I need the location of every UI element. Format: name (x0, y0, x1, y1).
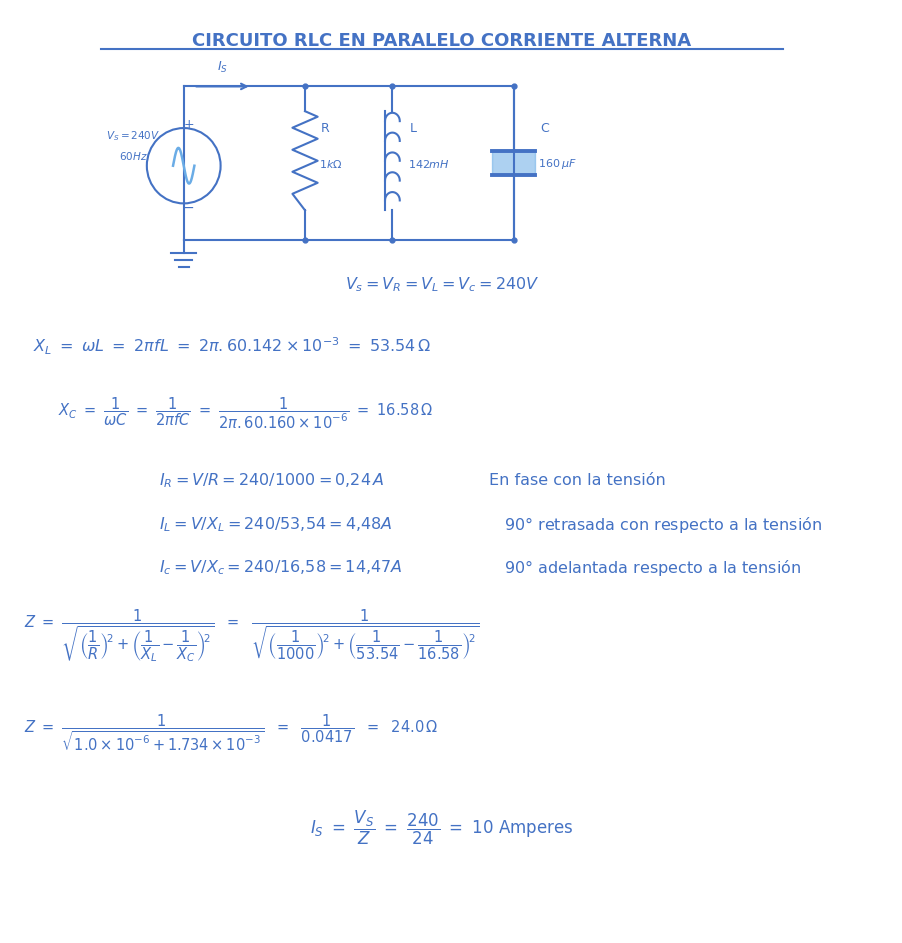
Text: $X_C \ = \ \dfrac{1}{\omega C} \ = \ \dfrac{1}{2\pi fC} \ = \ \dfrac{1}{2\pi .60: $X_C \ = \ \dfrac{1}{\omega C} \ = \ \df… (58, 396, 433, 431)
Text: C: C (540, 122, 548, 135)
Text: CIRCUITO RLC EN PARALELO CORRIENTE ALTERNA: CIRCUITO RLC EN PARALELO CORRIENTE ALTER… (192, 32, 692, 50)
Text: $X_L \ = \ \omega L \ = \ 2\pi fL \ = \ 2\pi .60.142\times10^{-3} \ = \ 53.54\,\: $X_L \ = \ \omega L \ = \ 2\pi fL \ = \ … (33, 336, 431, 356)
Text: $I_R = V/R = 240/1000 = 0{,}24\,A$: $I_R = V/R = 240/1000 = 0{,}24\,A$ (160, 472, 385, 490)
Text: $90°$ adelantada respecto a la tensión: $90°$ adelantada respecto a la tensión (504, 558, 801, 578)
Text: $160\,\mu F$: $160\,\mu F$ (538, 157, 576, 171)
Text: $1k\Omega$: $1k\Omega$ (318, 157, 342, 170)
Text: $Z \ = \ \dfrac{1}{\sqrt{1.0\times10^{-6} + 1.734\times10^{-3}}}$$\ \ = \ \ \dfr: $Z \ = \ \dfrac{1}{\sqrt{1.0\times10^{-6… (23, 713, 437, 753)
Text: $I_c = V / X_c = 240/16{,}58 = 14{,}47A$: $I_c = V / X_c = 240/16{,}58 = 14{,}47A$ (160, 559, 403, 577)
Text: +: + (183, 118, 194, 130)
Bar (492, 152, 535, 175)
Text: $90°$ retrasada con respecto a la tensión: $90°$ retrasada con respecto a la tensió… (504, 515, 822, 535)
Text: En fase con la tensión: En fase con la tensión (490, 473, 667, 488)
Text: $I_S$: $I_S$ (217, 59, 228, 74)
Text: −: − (183, 200, 195, 214)
Text: $I_L = V / X_L = 240 / 53{,}54 = 4{,}48A$: $I_L = V / X_L = 240 / 53{,}54 = 4{,}48A… (160, 515, 393, 534)
Text: $60Hz$: $60Hz$ (119, 150, 147, 162)
Text: R: R (320, 122, 329, 135)
Text: $V_S = 240V$: $V_S = 240V$ (106, 129, 161, 143)
Text: $142mH$: $142mH$ (408, 157, 450, 170)
Text: L: L (410, 122, 417, 135)
Text: $V_s = V_R = V_L = V_c = 240V$: $V_s = V_R = V_L = V_c = 240V$ (345, 275, 539, 294)
Text: $Z \ = \ \dfrac{1}{\sqrt{\left(\dfrac{1}{R}\right)^{\!2} + \left(\dfrac{1}{X_L} : $Z \ = \ \dfrac{1}{\sqrt{\left(\dfrac{1}… (23, 608, 479, 665)
Text: $I_S \ = \ \dfrac{V_S}{Z} \ = \ \dfrac{240}{24} \ = \ 10 \text{ Amperes}$: $I_S \ = \ \dfrac{V_S}{Z} \ = \ \dfrac{2… (310, 809, 574, 847)
